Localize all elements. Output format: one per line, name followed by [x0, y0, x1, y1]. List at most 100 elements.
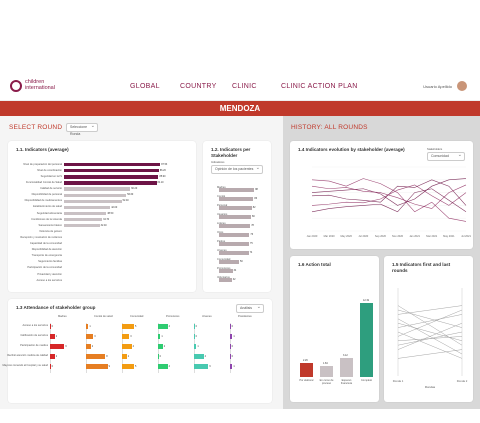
card-title: 1.4 Indicators evolution by stakeholder … [298, 147, 405, 152]
attendance-bar [194, 354, 204, 359]
indicator-label: Seguridad en la IS [40, 174, 62, 178]
indicator-value: 60.20 [131, 187, 138, 191]
stakeholder-value: 78 [251, 224, 254, 227]
attendance-bar [86, 354, 106, 359]
indicators-per-stakeholder-card: 1.2. Indicators per Stakeholder Indicado… [203, 141, 271, 292]
attendance-bar [230, 354, 231, 359]
action-category: Esperan financiera [340, 379, 353, 385]
indicator-label: Participación de la comunidad [27, 266, 62, 270]
attendance-value: 1 [233, 335, 235, 338]
attendance-value: 8 [106, 355, 108, 358]
indicator-select[interactable]: Opinión de los pacientes [211, 165, 263, 174]
brand-line-1: children [25, 79, 45, 85]
stakeholder-label: Jóvenes [217, 248, 227, 252]
indicator-label: Disponibilidad de atención [31, 248, 62, 252]
stakeholder-value: 82 [252, 206, 256, 209]
x-tick-label: Nov 2020 [392, 234, 404, 238]
attendance-bar [230, 324, 231, 329]
history-title: HISTORY: ALL ROUNDS [291, 124, 368, 131]
attendance-value: 2 [163, 345, 166, 348]
card-title: 1.6 Action total [298, 262, 331, 267]
stakeholder-label: Personal [217, 203, 228, 207]
nav-clinic[interactable]: CLINIC [232, 83, 257, 90]
stakeholder-label: Voluntarios [217, 275, 230, 279]
group-header: Promotores [166, 315, 180, 318]
attendance-row-label: Calificación de servicios [20, 334, 48, 337]
indicator-value: 52.40 [122, 199, 129, 203]
first-last-chart: Ronda 1 Ronda 2 Rondas [393, 288, 468, 389]
attendance-value: 0 [51, 365, 53, 368]
indicator-label: Disponibilidad de personal [31, 193, 62, 197]
top-header: children international GLOBAL COUNTRY CL… [0, 73, 480, 101]
action-value: 1.84 [323, 361, 328, 365]
indicator-bar [64, 175, 159, 179]
attendance-value: 0 [159, 355, 161, 358]
indicators-first-last-card: 1.5 Indicators first and last rounds Ron… [384, 256, 473, 402]
stakeholder-select-label: Stakeholders [427, 148, 443, 151]
indicator-value: 84.10 [157, 181, 164, 185]
indicator-bar [64, 224, 100, 228]
attendance-value: 1 [161, 335, 163, 338]
indicators-average-card: 1.1. Indicators (average) Nivel de prepa… [8, 141, 196, 292]
round-select[interactable]: Seleccione Ronda [66, 123, 98, 136]
slope-line [397, 322, 463, 342]
indicator-bar [64, 217, 103, 222]
stakeholder-value: 75 [250, 242, 253, 245]
attendance-bar [158, 324, 168, 329]
indicator-value: 85.90 [159, 175, 166, 178]
group-header: Comunidad [130, 315, 144, 318]
attendance-bar [50, 334, 55, 339]
indicator-select-label: Indicadores [211, 161, 225, 164]
slope-line [397, 331, 463, 359]
attendance-value: 6 [209, 365, 211, 368]
attendance-bar [122, 354, 127, 359]
stakeholder-select[interactable]: Comunidad [427, 152, 465, 161]
slope-line [397, 305, 463, 315]
attendance-value: 1 [89, 325, 91, 328]
indicator-label: Transporte de emergencia [31, 254, 62, 258]
select-round-title: SELECT ROUND [9, 124, 63, 131]
slope-line [397, 314, 463, 328]
indicator-value: 56.60 [127, 193, 134, 197]
attendance-bar [194, 344, 197, 349]
attendance-value: 0 [231, 355, 233, 358]
attendance-value: 4 [132, 345, 134, 348]
x-tick-label: Mar 2020 [324, 234, 336, 238]
avatar[interactable] [456, 80, 468, 92]
analysis-select[interactable]: Análisis [236, 304, 264, 313]
x-tick-label: May 2020 [341, 234, 353, 238]
group-header: Presidentes [238, 315, 252, 318]
action-category: En curso de proceso [319, 379, 334, 385]
user-name[interactable]: Usuario Apellido [423, 84, 452, 89]
stakeholder-label: Otros [217, 230, 224, 234]
x-tick-label: May 2021 [443, 234, 455, 238]
attendance-value: 9 [108, 365, 110, 368]
slope-line [397, 305, 463, 346]
attendance-value: 2 [127, 355, 130, 358]
attendance-bar [50, 344, 65, 349]
indicator-label: Calidad de servicio [40, 187, 62, 191]
attendance-bar [158, 354, 159, 359]
stakeholder-label: Promotores [217, 266, 231, 270]
slope-line [397, 318, 463, 355]
stakeholder-label: Usuarios [217, 212, 228, 216]
stakeholder-value: 32 [232, 278, 236, 281]
nav-global[interactable]: GLOBAL [130, 83, 160, 90]
slope-line [397, 331, 463, 346]
stakeholder-bar [219, 278, 232, 282]
nav-country[interactable]: COUNTRY [180, 83, 217, 90]
indicator-label: Acceso a los servicios [36, 278, 62, 282]
nav-clinic-action-plan[interactable]: CLINIC ACTION PLAN [281, 83, 358, 90]
attendance-row-label: Mayores tomando al hospital y su salud [2, 364, 48, 367]
card-title: 1.5 Indicators first and last rounds [392, 262, 451, 273]
x-tick-label: Jan 2020 [307, 234, 318, 238]
indicator-value: 38.50 [107, 211, 114, 215]
indicator-value: 34.70 [103, 217, 110, 221]
attendance-value: 2 [91, 345, 94, 348]
brand-logo[interactable]: children international [10, 79, 70, 95]
attendance-stakeholder-card: 1.3 Attendance of stakeholder group Anál… [2, 299, 272, 403]
indicator-label: Capacidad de la comunidad [29, 242, 62, 245]
attendance-bar [86, 344, 91, 349]
attendance-row-label: Recibió atención médica de calidad [7, 354, 48, 357]
stakeholder-value: 76 [250, 233, 254, 236]
